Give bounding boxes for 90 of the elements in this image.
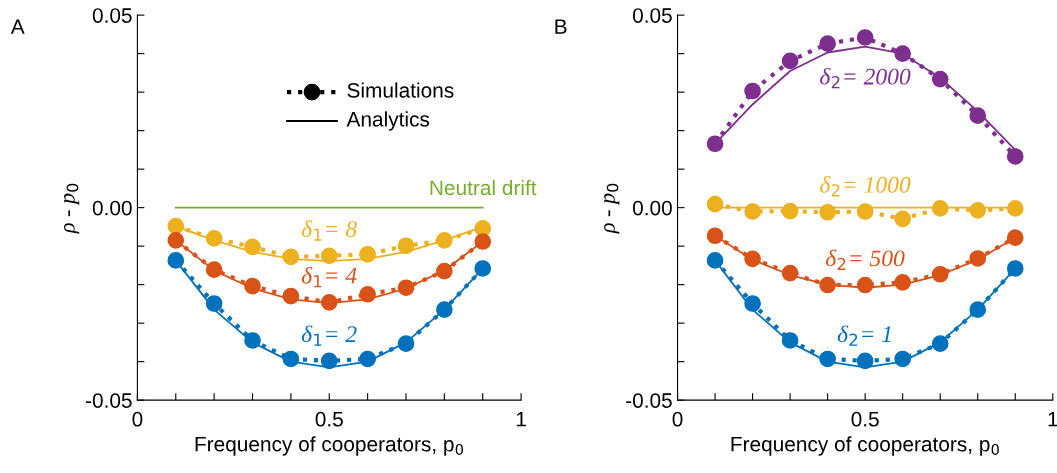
point — [397, 237, 415, 255]
point — [819, 203, 836, 221]
point — [969, 107, 987, 124]
point — [931, 265, 949, 283]
point — [359, 285, 376, 303]
x-axis-title: Frequency of cooperators, p$_{0}$ — [195, 436, 464, 456]
point — [706, 252, 724, 269]
point — [359, 350, 376, 368]
series-label: δ$_{2}$= 500 — [825, 249, 905, 270]
point — [856, 276, 874, 294]
y-tick-label: 0.05 — [92, 8, 132, 23]
chart-title: B — [555, 19, 567, 34]
point — [931, 200, 949, 217]
point — [244, 332, 261, 349]
y-tick-label: 0.05 — [632, 8, 672, 23]
point — [894, 350, 912, 368]
point — [744, 295, 761, 312]
chart-title: A — [10, 19, 25, 34]
point — [282, 287, 300, 305]
point — [244, 238, 261, 256]
point — [969, 250, 987, 267]
point — [856, 203, 874, 220]
point — [969, 301, 987, 319]
series-label: δ$_{1}$= 2 — [301, 325, 357, 346]
point — [1006, 200, 1024, 217]
point — [244, 277, 261, 295]
x-tick-label: 0 — [132, 411, 143, 427]
y-axis-title: ρ - p$_{0}$ — [604, 183, 620, 234]
point — [894, 45, 912, 62]
point — [744, 82, 761, 100]
point — [397, 335, 415, 352]
x-axis-title: Frequency of cooperators, p$_{0}$ — [731, 436, 999, 456]
point — [320, 294, 338, 311]
point — [167, 232, 185, 249]
x-tick-label: 0.5 — [851, 411, 879, 427]
point — [781, 264, 799, 282]
point — [474, 233, 492, 250]
point — [205, 261, 223, 278]
point — [205, 230, 223, 247]
point — [781, 52, 799, 70]
annotation: Simulations — [347, 82, 454, 98]
point — [1006, 229, 1024, 247]
series-label: δ$_{2}$= 2000 — [820, 67, 911, 89]
y-axis-title: ρ - p$_{0}$ — [63, 183, 80, 234]
y-tick-label: -0.05 — [85, 393, 132, 408]
point — [931, 335, 949, 352]
point — [320, 352, 338, 370]
point — [436, 262, 453, 280]
point — [167, 252, 185, 269]
point — [894, 274, 912, 291]
series-label: δ$_{2}$= 1 — [837, 325, 891, 346]
point — [856, 29, 874, 46]
y-tick-label: -0.05 — [626, 393, 672, 408]
annotation: Analytics — [346, 111, 430, 131]
x-tick-label: 0 — [672, 411, 683, 427]
point — [474, 260, 492, 277]
point — [781, 332, 799, 349]
point — [320, 247, 338, 265]
point — [1006, 260, 1024, 277]
point — [397, 279, 415, 297]
series-label: δ$_{1}$= 8 — [301, 220, 357, 241]
point — [819, 276, 836, 294]
point — [894, 210, 912, 228]
point — [706, 135, 724, 153]
point — [969, 202, 987, 219]
point — [856, 352, 874, 370]
point — [359, 245, 376, 263]
point — [282, 248, 300, 266]
x-tick-label: 0.5 — [315, 411, 343, 427]
point — [781, 202, 799, 220]
point — [706, 195, 724, 213]
point — [436, 301, 453, 319]
point — [744, 250, 761, 268]
series-label: Neutral drift — [430, 179, 537, 196]
point — [819, 35, 836, 52]
point — [436, 232, 453, 249]
point — [931, 70, 949, 88]
x-tick-label: 1 — [1048, 412, 1057, 427]
point — [1006, 148, 1024, 165]
point — [282, 350, 300, 368]
y-tick-label: 0.00 — [632, 200, 672, 216]
point — [819, 350, 836, 368]
x-tick-label: 1 — [516, 412, 526, 427]
point — [167, 217, 185, 235]
point — [744, 203, 761, 220]
point — [205, 295, 223, 312]
y-tick-label: 0.00 — [92, 200, 132, 216]
series-label: δ$_{2}$= 1000 — [820, 176, 911, 197]
series-label: δ$_{1}$= 4 — [301, 266, 357, 288]
point — [706, 227, 724, 245]
